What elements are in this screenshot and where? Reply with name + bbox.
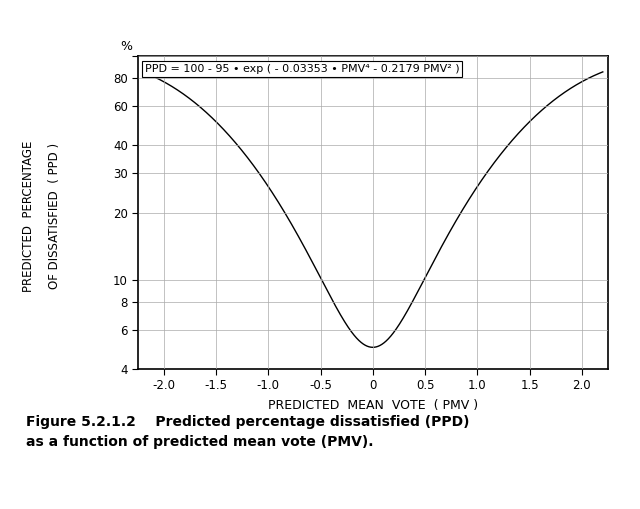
Text: OF DISSATISFIED  ( PPD ): OF DISSATISFIED ( PPD )	[48, 143, 61, 290]
Text: %: %	[120, 40, 132, 53]
X-axis label: PREDICTED  MEAN  VOTE  ( PMV ): PREDICTED MEAN VOTE ( PMV )	[268, 399, 478, 412]
Text: PREDICTED  PERCENTAGE: PREDICTED PERCENTAGE	[22, 140, 35, 292]
Text: Figure 5.2.1.2    Predicted percentage dissatisfied (PPD): Figure 5.2.1.2 Predicted percentage diss…	[26, 415, 469, 429]
Text: PPD = 100 - 95 • exp ( - 0.03353 • PMV⁴ - 0.2179 PMV² ): PPD = 100 - 95 • exp ( - 0.03353 • PMV⁴ …	[145, 64, 460, 74]
Text: as a function of predicted mean vote (PMV).: as a function of predicted mean vote (PM…	[26, 435, 373, 449]
